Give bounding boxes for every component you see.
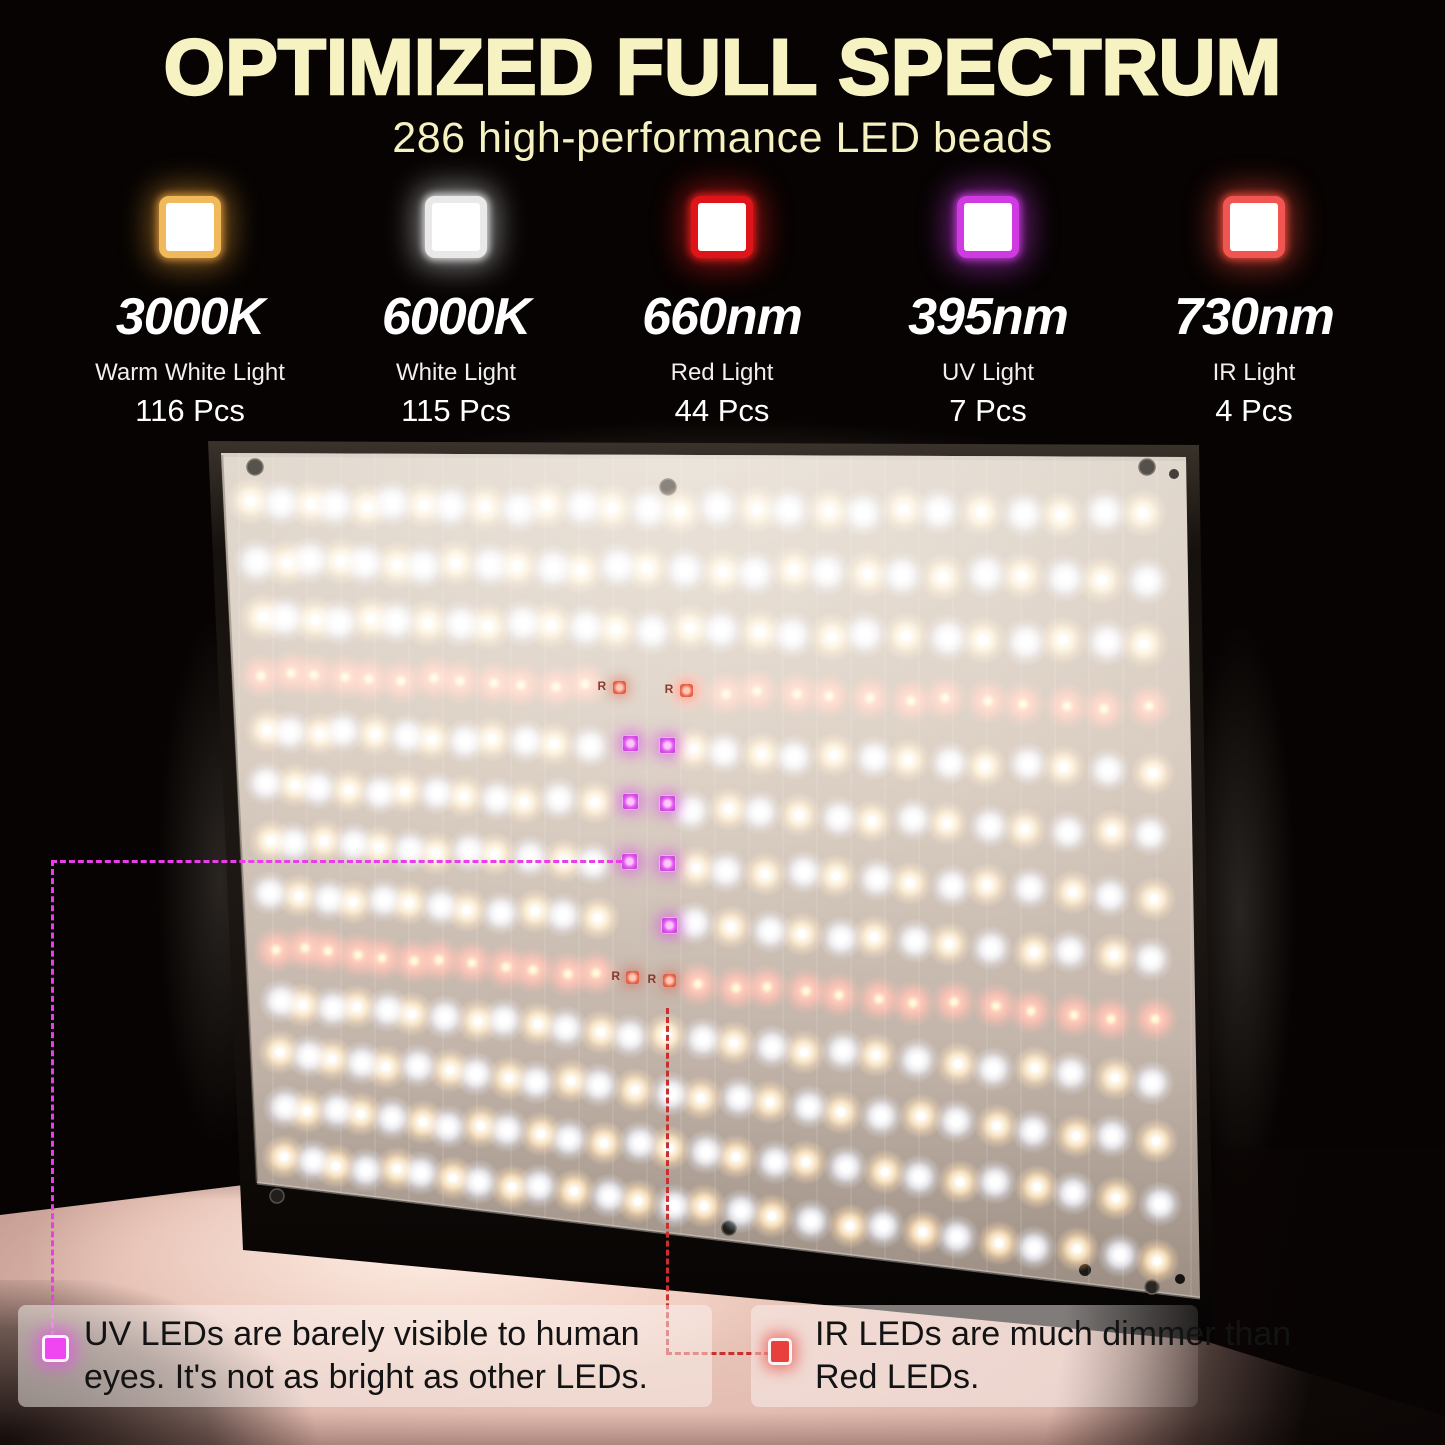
ir-note-box: IR LEDs are much dimmer than Red LEDs. — [751, 1305, 1291, 1407]
ir-note-line1: IR LEDs are much dimmer than — [815, 1315, 1292, 1353]
legend-item-730nm: 730nm IR Light 4 Pcs — [1124, 196, 1384, 429]
uv-marker-icon — [42, 1335, 69, 1362]
legend-name: 6000K — [381, 288, 531, 346]
legend-desc: IR Light — [1124, 359, 1384, 387]
uv-note-box: UV LEDs are barely visible to human eyes… — [18, 1305, 712, 1407]
legend-desc: Red Light — [592, 359, 852, 387]
legend-item-395nm: 395nm UV Light 7 Pcs — [858, 196, 1118, 429]
white-swatch-icon — [425, 196, 487, 258]
uv-leader-line-horizontal — [51, 860, 622, 863]
legend-name: 395nm — [908, 288, 1069, 346]
legend-name: 3000K — [115, 288, 265, 346]
legend-count: 115 Pcs — [326, 393, 586, 429]
legend-name: 660nm — [642, 288, 803, 346]
red-swatch-icon — [691, 196, 753, 258]
legend-count: 7 Pcs — [858, 393, 1118, 429]
uv-note-line2: eyes. It's not as bright as other LEDs. — [84, 1358, 648, 1396]
legend-desc: Warm White Light — [60, 359, 320, 387]
legend-item-660nm: 660nm Red Light 44 Pcs — [592, 196, 852, 429]
legend-count: 44 Pcs — [592, 393, 852, 429]
legend-item-6000k: 6000K White Light 115 Pcs — [326, 196, 586, 429]
ir-note-line2: Red LEDs. — [815, 1358, 980, 1396]
panel-face — [221, 453, 1200, 1298]
uv-note-line1: UV LEDs are barely visible to human — [84, 1315, 640, 1353]
page-title: OPTIMIZED FULL SPECTRUM — [162, 22, 1282, 111]
ir-leader-line-horizontal — [666, 1352, 770, 1355]
ir-swatch-icon — [1223, 196, 1285, 258]
warm-white-swatch-icon — [159, 196, 221, 258]
legend-count: 4 Pcs — [1124, 393, 1384, 429]
uv-leader-line-vertical — [51, 860, 54, 1337]
ir-leader-line-vertical — [666, 1008, 669, 1354]
page-subtitle: 286 high-performance LED beads — [392, 114, 1053, 162]
legend-desc: White Light — [326, 359, 586, 387]
ir-marker-icon — [768, 1338, 792, 1365]
legend-name: 730nm — [1174, 288, 1335, 346]
legend-item-3000k: 3000K Warm White Light 116 Pcs — [60, 196, 320, 429]
legend-desc: UV Light — [858, 359, 1118, 387]
uv-swatch-icon — [957, 196, 1019, 258]
legend-count: 116 Pcs — [60, 393, 320, 429]
